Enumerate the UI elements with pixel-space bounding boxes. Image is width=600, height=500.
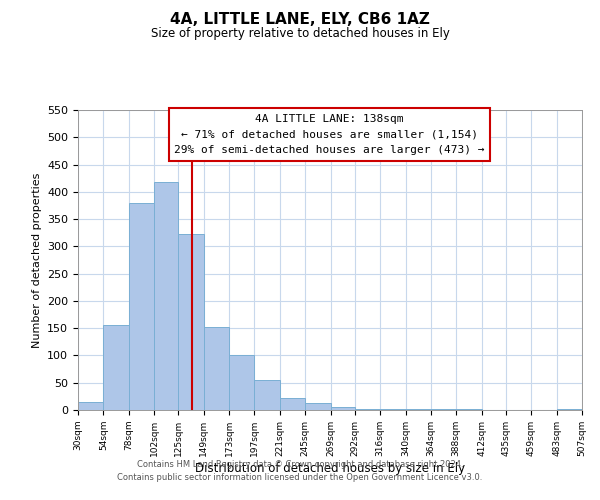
- Bar: [355, 409, 380, 410]
- Bar: [229, 356, 254, 410]
- Bar: [204, 326, 229, 410]
- Text: Contains HM Land Registry data © Crown copyright and database right 2024.
Contai: Contains HM Land Registry data © Crown c…: [118, 460, 482, 482]
- Bar: [78, 402, 103, 410]
- Bar: [154, 182, 178, 410]
- Bar: [103, 326, 129, 410]
- Text: Size of property relative to detached houses in Ely: Size of property relative to detached ho…: [151, 28, 449, 40]
- Bar: [305, 404, 331, 410]
- Bar: [280, 398, 305, 410]
- Bar: [254, 380, 280, 410]
- Bar: [178, 234, 204, 410]
- Text: 4A, LITTLE LANE, ELY, CB6 1AZ: 4A, LITTLE LANE, ELY, CB6 1AZ: [170, 12, 430, 28]
- Bar: [331, 408, 355, 410]
- Bar: [129, 202, 154, 410]
- Y-axis label: Number of detached properties: Number of detached properties: [32, 172, 41, 348]
- Text: 4A LITTLE LANE: 138sqm
← 71% of detached houses are smaller (1,154)
29% of semi-: 4A LITTLE LANE: 138sqm ← 71% of detached…: [174, 114, 485, 155]
- X-axis label: Distribution of detached houses by size in Ely: Distribution of detached houses by size …: [195, 462, 465, 474]
